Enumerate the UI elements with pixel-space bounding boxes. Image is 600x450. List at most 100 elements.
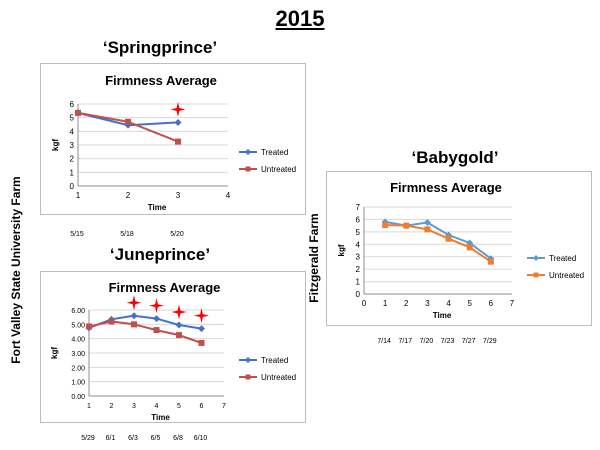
babygold-date-row: 7/14 7/17 7/20 7/23 7/27 7/29 <box>0 338 600 348</box>
data-point-treated <box>198 325 205 333</box>
sampling-date: 7/14 <box>377 338 391 345</box>
data-point-treated <box>175 321 183 329</box>
babygold-label: ‘Babygold’ <box>411 148 499 167</box>
sampling-date: 7/27 <box>461 338 476 345</box>
sampling-date: 7/17 <box>398 338 413 345</box>
x-axis-label: Time <box>151 413 170 422</box>
legend-marker <box>245 357 251 363</box>
y-tick-label: 6.00 <box>71 308 85 315</box>
x-tick-label: 1 <box>383 299 388 308</box>
x-axis-label: Time <box>433 311 452 320</box>
y-tick-label: 2.00 <box>71 365 85 372</box>
sampling-date: 5/29 <box>81 435 95 442</box>
y-tick-label: 4 <box>70 127 75 136</box>
significance-star <box>171 304 187 320</box>
x-tick-label: 4 <box>155 403 159 410</box>
x-tick-label: 4 <box>446 299 451 308</box>
y-tick-label: 1 <box>70 168 75 177</box>
chart-title: Firmness Average <box>105 73 217 88</box>
legend-entry: Treated <box>261 148 288 157</box>
legend-marker <box>533 255 539 261</box>
y-tick-label: 3.00 <box>71 351 85 358</box>
x-tick-label: 3 <box>425 299 430 308</box>
x-tick-label: 1 <box>87 403 91 410</box>
y-tick-label: 3 <box>70 141 75 150</box>
x-tick-label: 3 <box>176 191 181 200</box>
sampling-date: 7/20 <box>419 338 434 345</box>
babygold-plot: Firmness Average 0 1 2 3 4 5 6 7 0 1 2 3 4 5 6 7 Time kgf T… <box>337 180 584 320</box>
x-tick-label: 0 <box>362 299 367 308</box>
y-tick-label: 2 <box>70 155 75 164</box>
legend-marker <box>245 149 251 155</box>
juneprince-label: ‘Juneprince’ <box>109 245 211 264</box>
springprince-label: ‘Springprince’ <box>102 38 218 57</box>
x-tick-label: 1 <box>76 191 81 200</box>
y-axis-label: kgf <box>337 244 346 256</box>
y-axis-label: kgf <box>51 139 60 151</box>
data-point-untreated <box>466 244 473 251</box>
series-line-treated <box>88 314 202 330</box>
y-tick-label: 1.00 <box>71 380 85 387</box>
data-point-treated <box>487 255 495 263</box>
juneprince-chart: Firmness Average 0.00 1.00 2.00 3.00 4.00 5.00… <box>40 271 306 423</box>
sampling-date: 5/18 <box>120 231 134 238</box>
legend-entry: Treated <box>261 356 288 365</box>
data-point-untreated <box>403 222 410 229</box>
legend-entry: Untreated <box>261 165 296 174</box>
y-tick-label: 6 <box>70 100 75 109</box>
sampling-date: 6/1 <box>105 435 116 442</box>
series-line-untreated <box>88 320 202 344</box>
y-tick-label: 6 <box>356 215 361 224</box>
significance-star <box>126 295 142 311</box>
legend-entry: Treated <box>549 254 576 263</box>
data-point-untreated <box>487 258 494 265</box>
x-tick-label: 2 <box>404 299 409 308</box>
sampling-date: 5/20 <box>170 231 184 238</box>
series-line-treated <box>384 220 492 260</box>
sampling-date: 6/10 <box>193 435 208 442</box>
data-point-treated <box>423 219 431 227</box>
data-point-untreated <box>153 327 160 334</box>
legend-marker <box>533 272 539 278</box>
y-tick-label: 2 <box>356 265 361 274</box>
x-tick-label: 3 <box>132 403 136 410</box>
chart-title: Firmness Average <box>109 280 221 295</box>
x-axis-label: Time <box>148 203 167 212</box>
legend-marker <box>245 166 251 172</box>
sampling-date: 6/5 <box>150 435 161 442</box>
y-tick-label: 7 <box>356 203 361 212</box>
significance-star <box>149 298 164 314</box>
y-tick-label: 5.00 <box>71 322 85 329</box>
juneprince-plot: Firmness Average 0.00 1.00 2.00 3.00 4.00 5.00… <box>50 280 296 422</box>
springprince-chart: Firmness Average 0 1 2 3 4 5 6 1 2 3 4 Time kgf Treate… <box>40 63 306 215</box>
x-tick-label: 6 <box>489 299 494 308</box>
legend-marker <box>245 374 251 380</box>
significance-star <box>170 101 186 117</box>
springprince-date-row: 5/15 5/18 5/20 <box>0 231 600 241</box>
data-point-untreated <box>125 118 131 125</box>
x-tick-label: 5 <box>467 299 472 308</box>
sampling-date: 7/23 <box>440 338 455 345</box>
data-point-untreated <box>176 332 182 339</box>
data-point-untreated <box>175 138 181 145</box>
data-point-untreated <box>108 318 115 325</box>
slide-title: 2015 <box>275 6 325 31</box>
significance-star <box>194 308 209 324</box>
x-tick-label: 4 <box>226 191 231 200</box>
x-tick-label: 7 <box>510 299 515 308</box>
legend-entry: Untreated <box>549 271 584 280</box>
x-tick-label: 7 <box>222 403 226 410</box>
y-tick-label: 5 <box>356 228 361 237</box>
babygold-chart: Firmness Average 0 1 2 3 4 5 6 7 0 1 2 3 4 5 6 7 Time kgf T… <box>326 171 592 326</box>
y-tick-label: 0 <box>70 182 75 191</box>
juneprince-date-row: 5/29 6/1 6/3 6/5 6/8 6/10 <box>0 435 600 445</box>
data-point-treated <box>174 118 182 126</box>
x-tick-label: 2 <box>126 191 131 200</box>
data-point-untreated <box>86 323 92 330</box>
chart-title: Firmness Average <box>390 180 502 195</box>
y-tick-label: 1 <box>356 278 361 287</box>
x-tick-label: 6 <box>200 403 204 410</box>
data-point-untreated <box>75 109 81 116</box>
data-point-treated <box>153 315 160 323</box>
